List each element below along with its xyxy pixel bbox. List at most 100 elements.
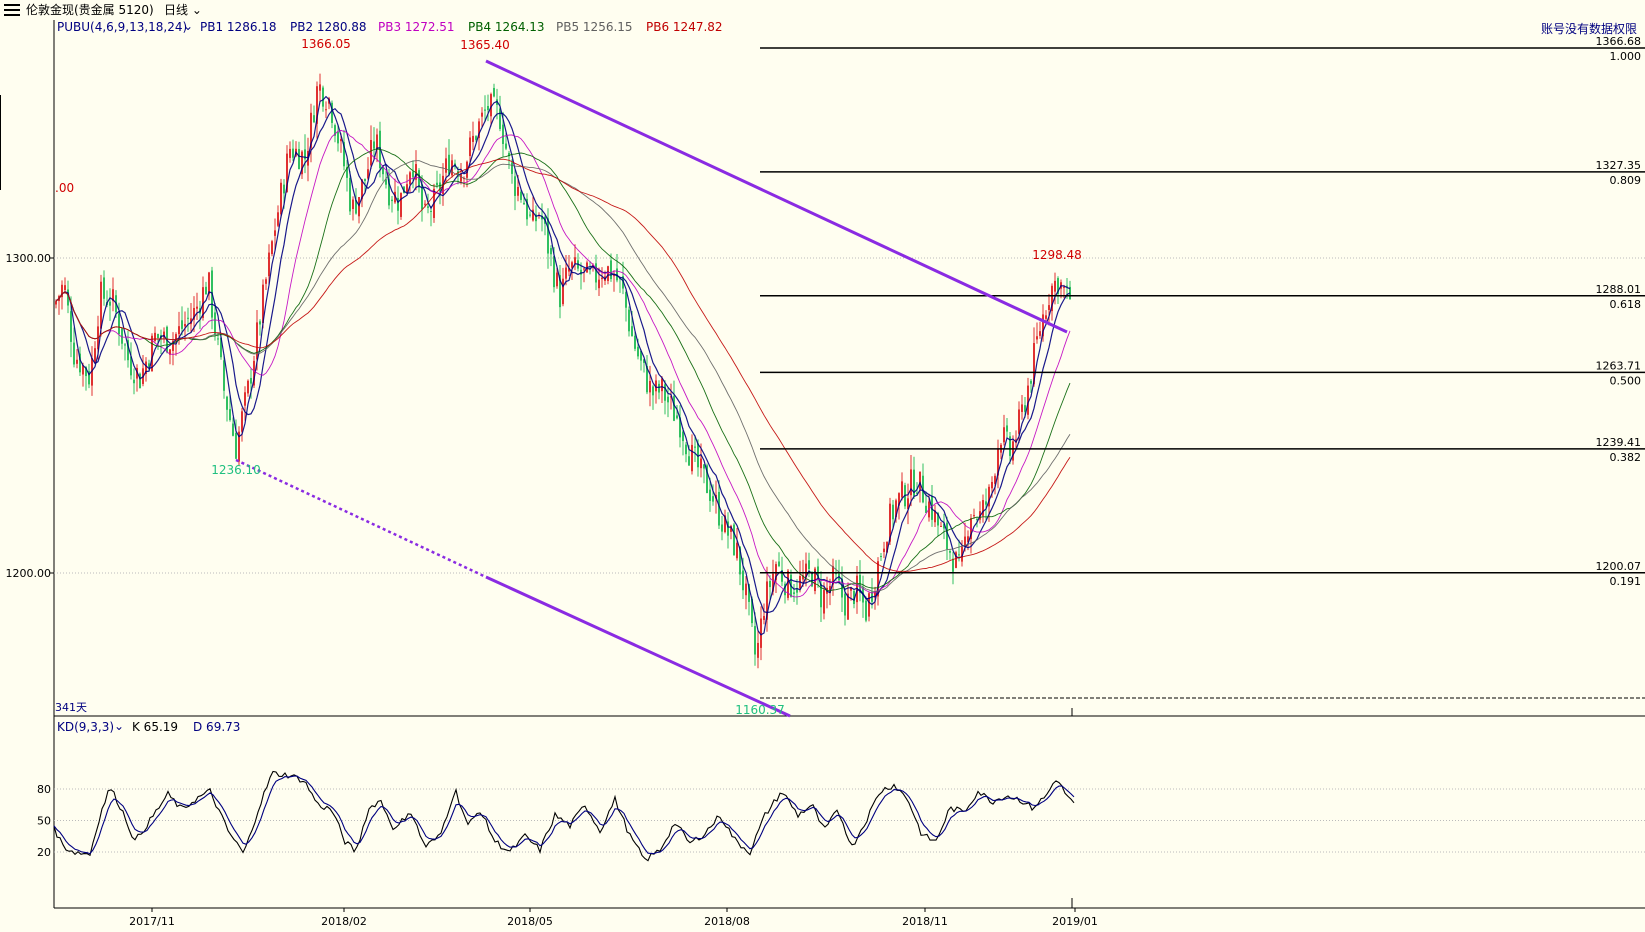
candle-body xyxy=(409,172,411,185)
candle-body xyxy=(709,489,711,501)
candle-body xyxy=(202,287,204,318)
title-bar: 伦敦金现(贵金属 5120) 日线 ⌄ xyxy=(0,0,1645,20)
candle-body xyxy=(445,158,447,173)
candle-body xyxy=(583,268,585,270)
candle-body xyxy=(529,214,531,216)
candle-body xyxy=(820,583,822,608)
candle-body xyxy=(646,365,648,393)
candle-body xyxy=(223,360,225,391)
candle-body xyxy=(697,443,699,468)
candle-body xyxy=(691,444,693,472)
candle-body xyxy=(430,210,432,212)
candle-body xyxy=(751,598,753,624)
candle-body xyxy=(565,267,567,279)
candle-body xyxy=(82,365,84,375)
candle-body xyxy=(178,326,180,335)
time-tick-label-4: 2018/11 xyxy=(902,915,948,928)
candle-body xyxy=(190,318,192,325)
candle-body xyxy=(952,558,954,572)
candle-body xyxy=(1033,342,1035,385)
candle-body xyxy=(484,109,486,111)
candle-body xyxy=(895,500,897,518)
candle-body xyxy=(1054,280,1056,292)
candle-body xyxy=(1063,286,1065,288)
candle-body xyxy=(439,182,441,192)
candle-body xyxy=(907,498,909,510)
candle-body xyxy=(286,153,288,192)
candle-body xyxy=(112,289,114,302)
candle-body xyxy=(154,332,156,341)
chevron-down-icon: ⌄ xyxy=(191,3,202,17)
menu-icon[interactable] xyxy=(4,4,22,16)
candle-body xyxy=(334,125,336,136)
period-label: 日线 xyxy=(164,3,189,17)
candle-body xyxy=(772,573,774,592)
candle-body xyxy=(220,337,222,358)
time-tick-label-3: 2018/08 xyxy=(704,915,750,928)
candle-body xyxy=(505,143,507,149)
candle-body xyxy=(595,263,597,283)
candle-body xyxy=(949,550,951,553)
candle-body xyxy=(1036,336,1038,340)
period-selector[interactable]: 日线 ⌄ xyxy=(164,3,202,17)
candle-body xyxy=(1051,285,1053,312)
candle-body xyxy=(88,371,90,385)
candle-body xyxy=(958,554,960,556)
candle-body xyxy=(973,515,975,517)
candle-body xyxy=(541,216,543,220)
fib-ratio-label-3: 0.500 xyxy=(1610,374,1642,387)
candle-body xyxy=(850,587,852,591)
fib-price-label-5: 1200.07 xyxy=(1596,560,1642,573)
candle-body xyxy=(73,342,75,365)
candle-body xyxy=(1048,305,1050,311)
candle-body xyxy=(319,84,321,91)
candle-body xyxy=(682,431,684,442)
candle-body xyxy=(457,171,459,177)
candle-body xyxy=(664,384,666,401)
candle-body xyxy=(802,575,804,580)
candle-body xyxy=(613,274,615,277)
candle-body xyxy=(262,284,264,324)
candle-body xyxy=(139,373,141,389)
candle-body xyxy=(976,519,978,521)
candle-body xyxy=(967,536,969,543)
candle-body xyxy=(493,87,495,97)
candle-body xyxy=(883,548,885,553)
pubu-indicator-name: PUBU(4,6,9,13,18,24) xyxy=(57,20,187,34)
candle-body xyxy=(898,493,900,506)
candle-body xyxy=(571,262,573,268)
candle-body xyxy=(694,446,696,448)
candle-body xyxy=(337,131,339,144)
candle-body xyxy=(424,203,426,205)
main-indicator-legend: PUBU(4,6,9,13,18,24)⌄ PB1 1286.18 PB2 1280… xyxy=(57,19,723,34)
candle-body xyxy=(991,481,993,489)
candle-body xyxy=(886,541,888,553)
time-tick-label-0: 2017/11 xyxy=(129,915,175,928)
candle-body xyxy=(151,335,153,372)
candle-body xyxy=(415,164,417,180)
candle-body xyxy=(739,546,741,575)
candle-body xyxy=(610,260,612,280)
candle-body xyxy=(103,277,105,299)
candle-body xyxy=(64,285,66,291)
candle-body xyxy=(988,486,990,507)
candle-body xyxy=(865,600,867,621)
candle-body xyxy=(823,589,825,614)
candle-body xyxy=(406,184,408,193)
candle-body xyxy=(700,458,702,469)
kd-d-value: D 69.73 xyxy=(193,720,240,734)
candle-body xyxy=(943,523,945,529)
candle-body xyxy=(808,560,810,570)
candle-body xyxy=(130,356,132,376)
candle-body xyxy=(640,350,642,361)
time-tick-label-1: 2018/02 xyxy=(321,915,367,928)
candle-body xyxy=(292,148,294,158)
candle-body xyxy=(85,367,87,377)
fib-price-label-2: 1288.01 xyxy=(1596,283,1642,296)
candle-body xyxy=(346,167,348,178)
candle-body xyxy=(196,306,198,309)
candle-body xyxy=(853,590,855,605)
candle-body xyxy=(265,279,267,284)
